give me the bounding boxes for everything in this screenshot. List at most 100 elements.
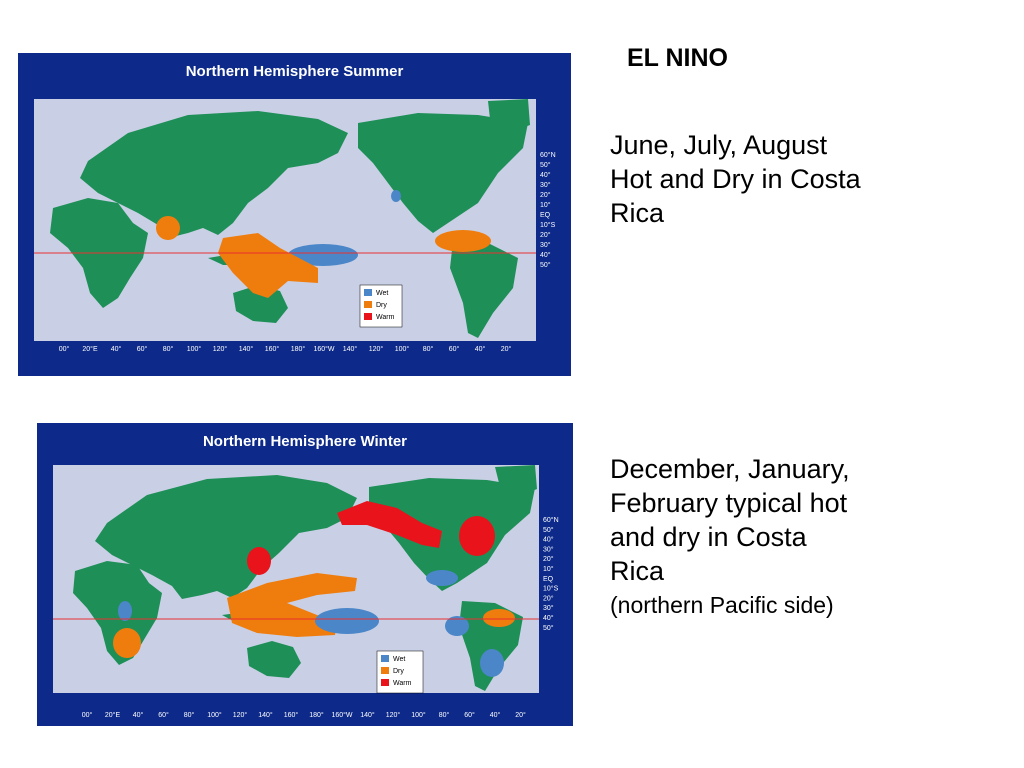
longitude-tick-label: 120° [386,711,401,719]
legend-dry: Dry [376,302,387,309]
dry-central-america [435,230,491,252]
summer-caption-line: Rica [610,198,665,228]
north-america [358,113,528,233]
latitude-tick-label: 20° [540,231,551,239]
latitude-tick-label: EQ [540,212,551,219]
latitude-tick-label: 50° [543,526,554,534]
legend-swatch-warm [381,679,389,686]
longitude-tick-label: 120° [213,345,228,353]
wet-southern-brazil [480,649,504,677]
latitude-tick-label: 60°N [543,516,559,524]
slide-title: EL NINO [627,44,728,72]
winter-map: Northern Hemisphere Winter [37,423,573,726]
summer-map-graphic: Wet Dry Warm 60°N 50° 40° 30° 20° 10° EQ 10°S 20… [34,99,556,353]
latitude-tick-label: 10°S [540,221,556,229]
latitude-tick-label: 50° [543,624,554,632]
longitude-tick-label: 80° [184,711,195,719]
continents [73,465,537,691]
winter-caption: December, January, February typical hot … [610,452,970,622]
longitude-tick-label: 120° [369,345,384,353]
winter-caption-line: and dry in Costa [610,522,807,552]
latitude-tick-label: 30° [543,604,554,612]
winter-legend: Wet Dry Warm [376,650,424,694]
latitude-tick-label: 40° [543,536,554,544]
longitude-tick-label: 120° [233,711,248,719]
longitude-tick-label: 60° [158,711,169,719]
south-america [450,241,518,338]
australia [233,285,288,323]
winter-caption-line: December, January, [610,454,850,484]
longitude-tick-label: 100° [207,711,222,719]
winter-caption-line: February typical hot [610,488,848,518]
longitude-tick-label: 60° [449,345,460,353]
longitude-tick-label: 80° [423,345,434,353]
longitude-tick-label: 100° [395,345,410,353]
longitude-tick-label: 20°E [105,711,121,719]
summer-map-title: Northern Hemisphere Summer [185,63,404,80]
wet-gulf-coast [426,570,458,586]
legend-swatch-warm [364,313,372,320]
longitude-tick-label: 160°W [313,345,334,353]
latitude-tick-label: EQ [543,576,554,583]
longitude-tick-label: 100° [411,711,426,719]
longitude-tick-label: 140° [360,711,375,719]
longitude-tick-label: 140° [239,345,254,353]
summer-anomalies [156,190,491,298]
legend-swatch-dry [381,667,389,674]
dry-northern-south-america [483,609,515,627]
dry-india [156,216,180,240]
warm-northeast-pacific [337,501,442,548]
latitude-tick-label: 30° [540,241,551,249]
warm-east-asia [247,547,271,575]
longitude-ticks: 00° 20°E 40° 60° 80° 100° 120° 140° 160° 180° 160°… [59,345,512,353]
winter-anomalies [113,501,515,677]
longitude-tick-label: 40° [475,345,486,353]
summer-legend: Wet Dry Warm [359,284,403,328]
latitude-tick-label: 10°S [543,585,559,593]
longitude-tick-label: 140° [258,711,273,719]
longitude-tick-label: 40° [133,711,144,719]
wet-ecuador [445,616,469,636]
winter-map-graphic: Wet Dry Warm 60°N50°40°30°20°10°EQ10°S20… [53,465,559,719]
longitude-tick-label: 20° [515,711,526,719]
latitude-tick-label: 40° [540,171,551,179]
legend-swatch-dry [364,301,372,308]
north-america [369,478,535,591]
longitude-ticks: 00° 20°E 40° 60° 80° 100° 120° 140° 160° 180° 160°… [82,711,526,719]
winter-caption-line: Rica [610,556,665,586]
latitude-tick-label: 10° [540,201,551,209]
wet-central-pacific [288,244,358,266]
summer-map: Northern Hemisphere Summer Wet [18,53,571,376]
legend-swatch-wet [364,289,372,296]
summer-caption-line: Hot and Dry in Costa [610,164,861,194]
wet-east-africa [118,601,132,621]
longitude-tick-label: 180° [309,711,324,719]
warm-northeast-us [459,516,495,556]
longitude-tick-label: 60° [137,345,148,353]
eurasia [95,475,357,599]
longitude-tick-label: 140° [343,345,358,353]
legend-warm: Warm [376,314,395,321]
wet-north-america [391,190,401,202]
latitude-tick-label: 50° [540,161,551,169]
longitude-tick-label: 160°W [331,711,352,719]
dry-indonesia-australia [218,233,318,298]
wet-central-pacific [315,608,379,634]
latitude-tick-label: 40° [543,614,554,622]
dry-southern-africa [113,628,141,658]
greenland [495,465,537,497]
legend-warm: Warm [393,680,412,687]
latitude-tick-label: 40° [540,251,551,259]
longitude-tick-label: 40° [490,711,501,719]
winter-map-title: Northern Hemisphere Winter [202,433,408,450]
legend-wet: Wet [393,656,405,663]
legend-wet: Wet [376,290,388,297]
longitude-tick-label: 160° [284,711,299,719]
winter-caption-subnote: (northern Pacific side) [610,592,834,618]
longitude-tick-label: 80° [163,345,174,353]
longitude-tick-label: 100° [187,345,202,353]
latitude-tick-label: 30° [540,181,551,189]
australia [247,641,301,678]
